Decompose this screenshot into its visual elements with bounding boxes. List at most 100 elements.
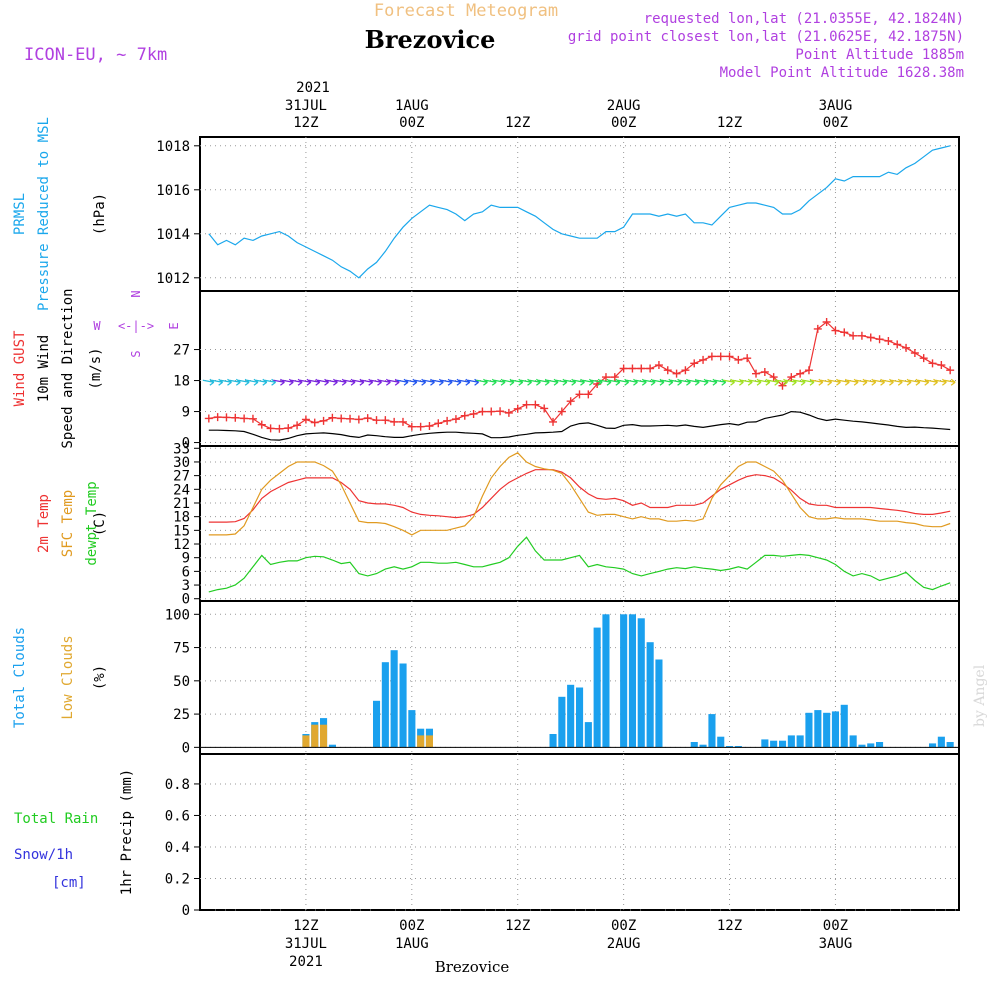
bar-total-clouds (567, 684, 575, 748)
gust-marker (601, 373, 610, 382)
gust-marker (787, 373, 796, 382)
series-10m-wind-speed (208, 410, 951, 441)
gust-marker (416, 422, 425, 431)
wind-direction-arrow (529, 378, 541, 386)
wind-direction-arrow (520, 378, 532, 386)
temperature-ytick-label: 3 (182, 578, 190, 594)
bar-total-clouds (708, 714, 716, 748)
clouds-ytick-label: 50 (173, 674, 190, 690)
bar-total-clouds (584, 722, 592, 748)
wind-direction-arrow (538, 378, 550, 386)
station-title: Brezovice (365, 25, 496, 54)
bar-total-clouds (373, 700, 381, 748)
wind-direction-arrow (794, 378, 806, 386)
series-2m-temp (208, 469, 951, 523)
precip-ytick-label: 0.8 (165, 777, 190, 793)
gust-marker (690, 359, 699, 368)
pressure-ytick-label: 1012 (156, 271, 190, 287)
wind-direction-arrow (396, 378, 409, 386)
gust-marker (928, 359, 937, 368)
top-hour-label: 00Z (611, 115, 636, 131)
wind-direction-arrow (502, 378, 515, 386)
bottom-date-label: 2AUG (607, 936, 641, 952)
wind-direction-arrow (546, 378, 559, 386)
wind-direction-arrow (767, 378, 780, 386)
grid-point-coords: grid point closest lon,lat (21.0625E, 42… (568, 29, 964, 45)
bar-total-clouds (779, 740, 787, 748)
wind-direction-arrow (326, 378, 338, 386)
temperature-title-line: dewpt Temp (84, 481, 100, 565)
pressure-ytick-label: 1016 (156, 183, 190, 199)
bar-total-clouds (929, 743, 937, 748)
wind-direction-arrow (670, 378, 682, 386)
bar-total-clouds (690, 742, 698, 748)
compass-north: N (129, 290, 143, 297)
bar-low-clouds (417, 735, 425, 748)
panels: 1012 1014 1016 1018 PRMSL Pressure Reduced to… (12, 117, 960, 919)
wind-direction-arrow (688, 378, 700, 386)
bottom-hour-label: 00Z (399, 918, 424, 934)
gust-marker (760, 367, 769, 376)
wind-direction-arrow (661, 378, 674, 386)
panel-clouds: 0 25 50 75 100 Total Clouds Low Clouds (%) (12, 600, 960, 756)
top-date-label: 1AUG (395, 98, 429, 114)
gust-marker (319, 416, 328, 425)
temperature-ytick-label: 30 (173, 455, 190, 471)
bottom-hour-label: 12Z (505, 918, 530, 934)
wind-direction-arrow (476, 378, 488, 386)
gust-marker (222, 413, 231, 422)
wind-direction-arrow (776, 378, 788, 386)
gust-marker (893, 340, 902, 349)
gust-marker (840, 328, 849, 337)
wind-direction-arrow (335, 378, 347, 386)
bar-total-clouds (593, 627, 601, 748)
gust-marker (381, 416, 390, 425)
wind-direction-arrow (891, 378, 903, 386)
bar-total-clouds (831, 711, 839, 748)
gust-marker (831, 326, 840, 335)
bar-low-clouds (425, 735, 433, 748)
temperature-title-line: 2m Temp (36, 494, 52, 553)
precip-legend-line: [cm] (52, 875, 86, 891)
gust-marker (240, 414, 249, 423)
bottom-date-label: 1AUG (395, 936, 429, 952)
bar-total-clouds (328, 744, 336, 748)
wind-direction-arrow (343, 378, 356, 386)
wind-direction-arrow (264, 378, 276, 386)
wind-direction-arrow (361, 378, 374, 386)
wind-direction-arrow (246, 378, 259, 386)
bar-total-clouds (770, 740, 778, 748)
gust-marker (337, 414, 346, 423)
wind-direction-arrow (723, 378, 735, 386)
wind-compass: W <-|-> E N S (93, 290, 181, 357)
precip-legend-line: Snow/1h (14, 847, 73, 863)
gust-marker (752, 369, 761, 378)
wind-direction-arrow (899, 378, 912, 386)
gust-marker (734, 355, 743, 364)
bar-low-clouds (320, 724, 328, 748)
gust-marker (522, 400, 531, 409)
wind-ytick-label: 27 (173, 343, 190, 359)
pressure-frame (199, 136, 960, 292)
gust-marker (813, 324, 822, 333)
gust-marker (566, 397, 575, 406)
pressure-title-line: Pressure Reduced to MSL (36, 117, 52, 311)
bar-total-clouds (823, 712, 831, 748)
gust-marker (549, 417, 558, 426)
gust-marker (284, 424, 293, 433)
wind-direction-arrow (317, 378, 329, 386)
top-hour-label: 00Z (823, 115, 848, 131)
gust-marker (610, 373, 619, 382)
gust-marker (707, 352, 716, 361)
bar-total-clouds (805, 712, 813, 748)
gust-marker (937, 361, 946, 370)
wind-direction-arrow (652, 378, 665, 386)
temperature-frame (199, 445, 960, 602)
bar-total-clouds (761, 739, 769, 748)
gust-marker (663, 366, 672, 375)
wind-direction-arrow (608, 378, 621, 386)
bar-total-clouds (381, 662, 389, 748)
wind-direction-arrow (802, 378, 815, 386)
wind-direction-arrow (829, 378, 841, 386)
